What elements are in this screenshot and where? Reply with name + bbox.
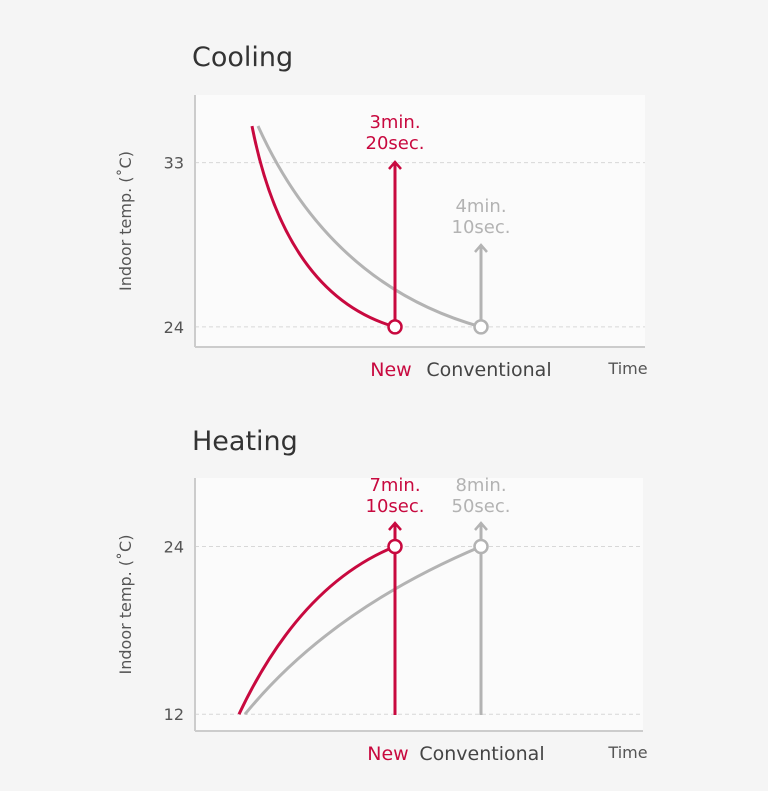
plot-area — [195, 478, 643, 731]
y-tick-label: 24 — [164, 318, 184, 337]
conventional-legend-label: Conventional — [426, 359, 551, 381]
conventional-curve — [243, 545, 482, 716]
new-curve — [250, 125, 396, 329]
new-time-label: 20sec. — [366, 133, 425, 154]
new-arrowhead — [388, 521, 402, 531]
conventional-end-marker — [473, 538, 489, 555]
conventional-time-label: 4min. — [455, 196, 506, 217]
conventional-time-label: 10sec. — [452, 217, 511, 238]
conventional-time-label: 8min. — [455, 475, 506, 496]
conventional-arrowhead — [474, 521, 488, 531]
y-axis-label: Indoor temp. (˚C) — [116, 535, 135, 675]
y-axis-label: Indoor temp. (˚C) — [116, 151, 135, 291]
x-axis-label: Time — [607, 359, 647, 378]
y-tick-label: 12 — [164, 705, 184, 724]
y-tick-label: 33 — [164, 154, 184, 173]
x-axis-label: Time — [607, 743, 647, 762]
y-tick-label: 24 — [164, 537, 184, 556]
new-end-marker — [387, 319, 403, 335]
new-legend-label: New — [367, 743, 408, 765]
new-end-marker — [387, 538, 403, 555]
new-arrowhead — [388, 160, 402, 170]
conventional-end-marker — [473, 319, 489, 335]
conventional-arrowhead — [474, 243, 488, 253]
chart-title: Cooling — [192, 42, 293, 73]
conventional-legend-label: Conventional — [419, 743, 544, 765]
chart-title: Heating — [192, 426, 298, 457]
conventional-time-label: 50sec. — [452, 496, 511, 517]
new-time-label: 7min. — [369, 475, 420, 496]
new-curve — [237, 545, 396, 715]
new-time-label: 10sec. — [366, 496, 425, 517]
new-time-label: 3min. — [369, 112, 420, 133]
new-legend-label: New — [370, 359, 411, 381]
conventional-curve — [256, 125, 482, 329]
